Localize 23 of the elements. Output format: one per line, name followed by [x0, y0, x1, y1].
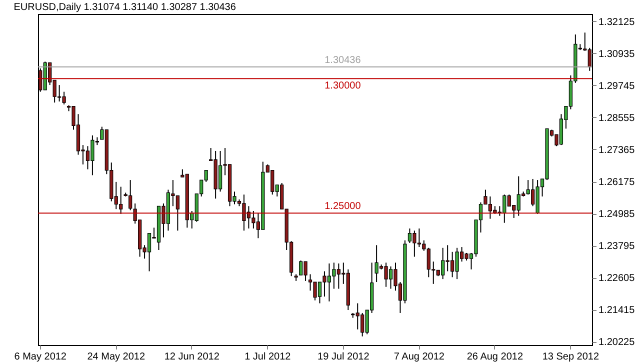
y-tick-label: 1.29745 — [598, 80, 636, 92]
x-tick-label: 7 Aug 2012 — [394, 352, 445, 362]
y-tick-label: 1.26175 — [598, 177, 636, 188]
x-tick-label: 1 Jul 2012 — [244, 352, 292, 362]
x-tick-label: 24 May 2012 — [87, 352, 146, 362]
y-tick-label: 1.30935 — [598, 48, 636, 60]
x-tick-label: 19 Jul 2012 — [318, 352, 370, 362]
y-tick-label: 1.28555 — [598, 112, 636, 124]
ref-line-label: 1.30436 — [324, 54, 362, 66]
y-tick-label: 1.22605 — [598, 273, 636, 284]
y-tick-label: 1.27365 — [598, 144, 636, 156]
x-tick-label: 6 May 2012 — [14, 352, 67, 362]
x-tick-label: 13 Sep 2012 — [542, 352, 600, 362]
x-tick-label: 26 Aug 2012 — [466, 352, 524, 362]
y-tick-label: 1.20225 — [598, 337, 636, 348]
y-tick-label: 1.24985 — [598, 209, 636, 220]
y-tick-label: 1.23795 — [598, 241, 636, 252]
y-tick-label: 1.32125 — [598, 16, 636, 28]
chart-title: EURUSD,Daily 1.31074 1.31140 1.30287 1.30436 — [14, 2, 236, 13]
ref-line-label: 1.30000 — [324, 80, 362, 92]
ref-line-label: 1.25000 — [324, 201, 362, 212]
x-tick-label: 12 Jun 2012 — [164, 352, 220, 362]
y-tick-label: 1.21415 — [598, 305, 636, 316]
